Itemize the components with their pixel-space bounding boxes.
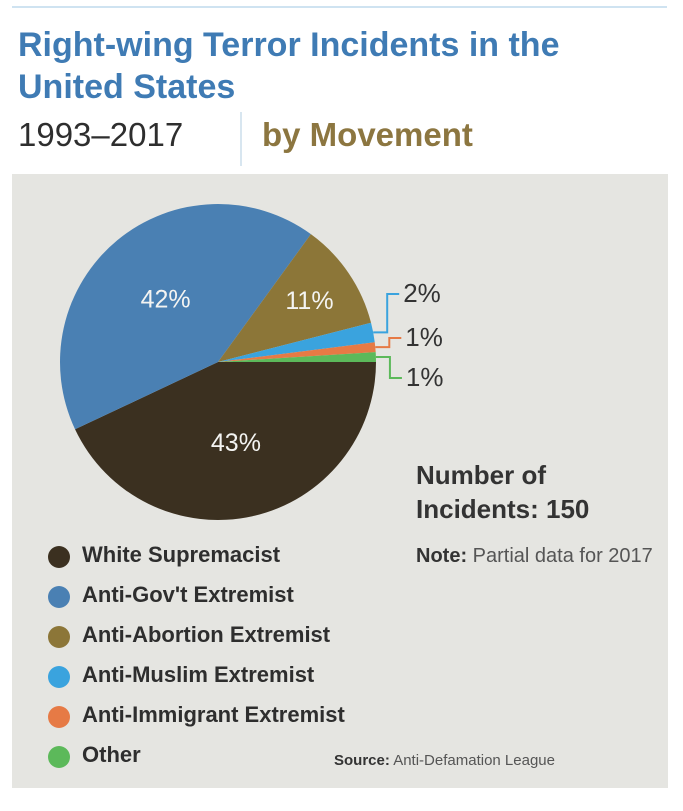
legend-swatch: [48, 746, 70, 768]
legend-item-other: Other: [48, 738, 428, 778]
legend-label: White Supremacist: [82, 542, 281, 567]
legend-item-anti-immigrant-extremist: Anti-Immigrant Extremist: [48, 698, 428, 738]
slice-label-anti-gov-t-extremist: 42%: [141, 286, 191, 314]
subtitle-divider: [240, 112, 242, 166]
pie-slice-other: [218, 352, 376, 362]
total-line-1: Number of: [416, 460, 546, 490]
note-label: Note:: [416, 545, 468, 567]
legend-label: Anti-Muslim Extremist: [82, 662, 315, 687]
note: Note: Partial data for 2017: [416, 542, 656, 570]
legend-item-white-supremacist: White Supremacist: [48, 538, 428, 578]
connector-anti-muslim-extremist: [373, 293, 400, 334]
source: Source: Anti-Defamation League: [334, 752, 555, 769]
legend-label: Anti-Gov't Extremist: [82, 582, 294, 607]
top-rule: [12, 6, 667, 8]
pie-labels: 43% 42% 11% 2% 1% 1%: [141, 278, 444, 457]
legend-item-anti-muslim-extremist: Anti-Muslim Extremist: [48, 658, 428, 698]
legend-swatch: [48, 546, 70, 568]
by-movement-label: by Movement: [262, 116, 473, 153]
connector-anti-immigrant-extremist: [375, 337, 402, 349]
pie-slice-anti-abortion-extremist: [218, 234, 372, 362]
legend-item-anti-abortion-extremist: Anti-Abortion Extremist: [48, 618, 428, 658]
pie-slice-anti-muslim-extremist: [218, 322, 375, 362]
slice-label-anti-muslim-extremist: 2%: [403, 278, 441, 308]
year-range: 1993–2017: [18, 116, 184, 153]
source-label: Source:: [334, 752, 390, 769]
pie-slice-white-supremacist: [75, 362, 376, 520]
legend-label: Anti-Abortion Extremist: [82, 622, 331, 647]
pie-connectors: [373, 293, 402, 379]
pie-slices: [59, 203, 376, 520]
connector-other: [375, 356, 402, 379]
note-text: Partial data for 2017: [472, 545, 653, 567]
slice-label-anti-immigrant-extremist: 1%: [405, 322, 443, 352]
legend-item-anti-gov-t-extremist: Anti-Gov't Extremist: [48, 578, 428, 618]
slice-label-anti-abortion-extremist: 11%: [285, 287, 333, 315]
legend-label: Other: [82, 742, 141, 767]
pie-slice-anti-immigrant-extremist: [218, 342, 376, 362]
legend-swatch: [48, 666, 70, 688]
source-text: Anti-Defamation League: [393, 752, 555, 769]
pie-chart: 43% 42% 11% 2% 1% 1%: [59, 203, 444, 520]
legend-swatch: [48, 706, 70, 728]
slice-label-white-supremacist: 43%: [211, 429, 261, 457]
total-line-2: Incidents: 150: [416, 494, 590, 524]
chart-panel: 43% 42% 11% 2% 1% 1% Number of Incidents: 150…: [12, 174, 668, 788]
legend-swatch: [48, 586, 70, 608]
total-incidents: Number of Incidents: 150: [416, 458, 656, 526]
legend-label: Anti-Immigrant Extremist: [82, 702, 345, 727]
page-title: Right-wing Terror Incidents in the Unite…: [18, 26, 560, 106]
subtitle-row: 1993–2017 by Movement: [18, 112, 668, 168]
legend-swatch: [48, 626, 70, 648]
slice-label-other: 1%: [406, 362, 444, 392]
pie-slice-anti-gov-t-extremist: [59, 203, 311, 430]
legend: White Supremacist Anti-Gov't Extremist Ant…: [48, 538, 428, 778]
